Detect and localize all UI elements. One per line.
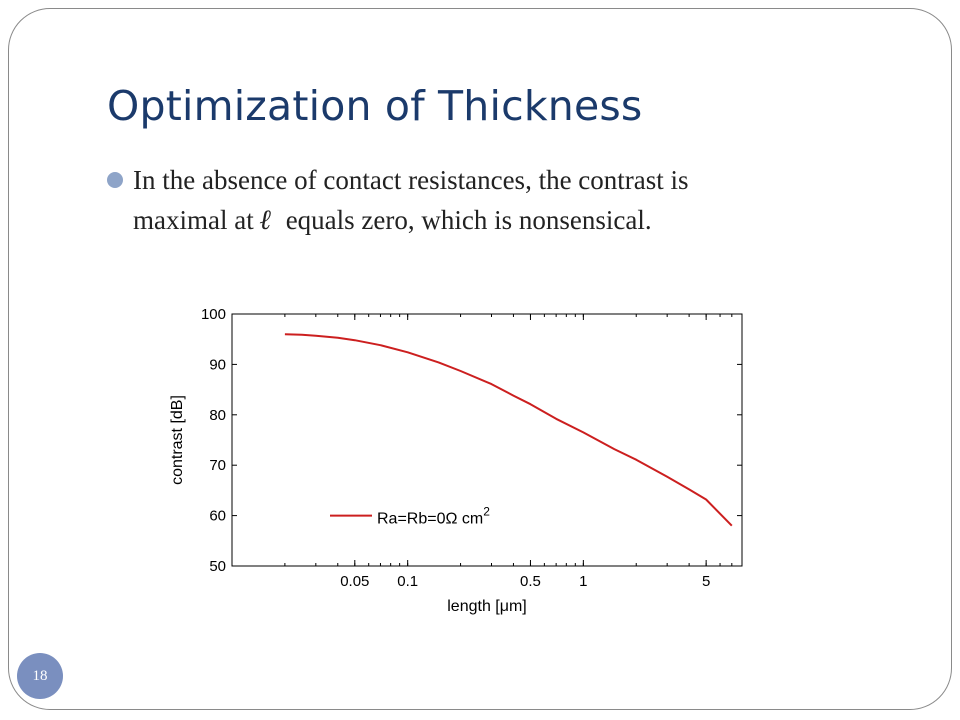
slide-title: Optimization of Thickness	[107, 82, 643, 130]
y-tick-label: 100	[201, 306, 226, 323]
y-tick-label: 60	[209, 508, 226, 525]
bullet-text: In the absence of contact resistances, t…	[133, 160, 853, 240]
contrast-vs-length-chart: 50 60 70 80 90 100 0.05 0.1 0.5 1 5 length [μm] cont…	[160, 296, 760, 626]
slide-number-badge: 18	[17, 653, 63, 699]
bullet-line-2: maximal at ℓ equals zero, which is nonsens…	[133, 200, 853, 240]
y-tick-label: 70	[209, 457, 226, 474]
bullet-line-1: In the absence of contact resistances, t…	[133, 160, 853, 200]
x-tick-label: 5	[702, 573, 710, 590]
bullet-line-2-start: maximal at	[133, 205, 254, 235]
bullet-line-2-end: equals zero, which is nonsensical.	[286, 205, 652, 235]
plot-frame	[232, 314, 742, 566]
series-line	[285, 334, 732, 526]
x-axis-label: length [μm]	[447, 598, 526, 615]
x-tick-label: 0.5	[520, 573, 541, 590]
y-axis-label: contrast [dB]	[169, 395, 186, 485]
y-tick-label: 50	[209, 558, 226, 575]
legend-label: Ra=Rb=0Ω cm2	[377, 505, 490, 528]
bullet-icon	[107, 172, 123, 188]
x-tick-label: 1	[579, 573, 587, 590]
x-tick-label: 0.1	[397, 573, 418, 590]
legend-label-superscript: 2	[483, 505, 490, 519]
y-tick-label: 80	[209, 407, 226, 424]
y-tick-label: 90	[209, 356, 226, 373]
length-symbol: ℓ	[260, 203, 272, 236]
x-tick-label: 0.05	[340, 573, 369, 590]
slide-number: 18	[33, 668, 48, 685]
